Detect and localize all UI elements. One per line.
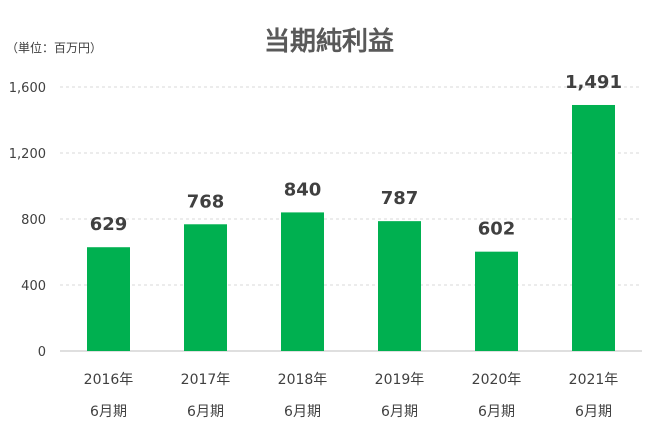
x-tick-label-period: 6月期 bbox=[187, 404, 224, 420]
y-tick-label: 1,600 bbox=[9, 81, 46, 96]
y-axis-ticks: 0 400 800 1,200 1,600 bbox=[9, 81, 46, 360]
x-tick-label-year: 2021年 bbox=[569, 372, 619, 388]
x-axis-ticks: 2016年 6月期 2017年 6月期 2018年 6月期 2019年 6月期 2020年 6月期… bbox=[84, 372, 619, 420]
x-tick-label-year: 2020年 bbox=[472, 372, 522, 388]
chart-title: 当期純利益 bbox=[264, 26, 394, 57]
bar bbox=[475, 251, 518, 351]
data-label: 840 bbox=[284, 179, 322, 200]
bar bbox=[184, 224, 227, 351]
y-tick-label: 0 bbox=[38, 345, 46, 360]
gridlines bbox=[60, 86, 642, 286]
unit-label: （単位：百万円） bbox=[6, 40, 102, 55]
data-labels: 629 768 840 787 602 1,491 bbox=[90, 72, 622, 240]
data-label: 1,491 bbox=[565, 72, 622, 93]
data-label: 787 bbox=[381, 188, 419, 209]
y-tick-label: 400 bbox=[21, 279, 46, 294]
data-label: 602 bbox=[478, 219, 516, 240]
bar bbox=[378, 221, 421, 351]
bars bbox=[87, 104, 615, 351]
x-tick-label-period: 6月期 bbox=[284, 404, 321, 420]
y-tick-label: 800 bbox=[21, 213, 46, 228]
x-tick-label-year: 2018年 bbox=[278, 372, 328, 388]
bar bbox=[87, 247, 130, 351]
bar bbox=[572, 104, 615, 351]
bar bbox=[281, 212, 324, 351]
x-tick-label-period: 6月期 bbox=[381, 404, 418, 420]
x-tick-label-period: 6月期 bbox=[478, 404, 515, 420]
data-label: 629 bbox=[90, 214, 128, 235]
x-tick-label-period: 6月期 bbox=[90, 404, 127, 420]
x-tick-label-year: 2017年 bbox=[181, 372, 231, 388]
x-tick-label-year: 2019年 bbox=[375, 372, 425, 388]
y-tick-label: 1,200 bbox=[9, 147, 46, 162]
data-label: 768 bbox=[187, 191, 225, 212]
x-tick-label-year: 2016年 bbox=[84, 372, 134, 388]
x-tick-label-period: 6月期 bbox=[575, 404, 612, 420]
